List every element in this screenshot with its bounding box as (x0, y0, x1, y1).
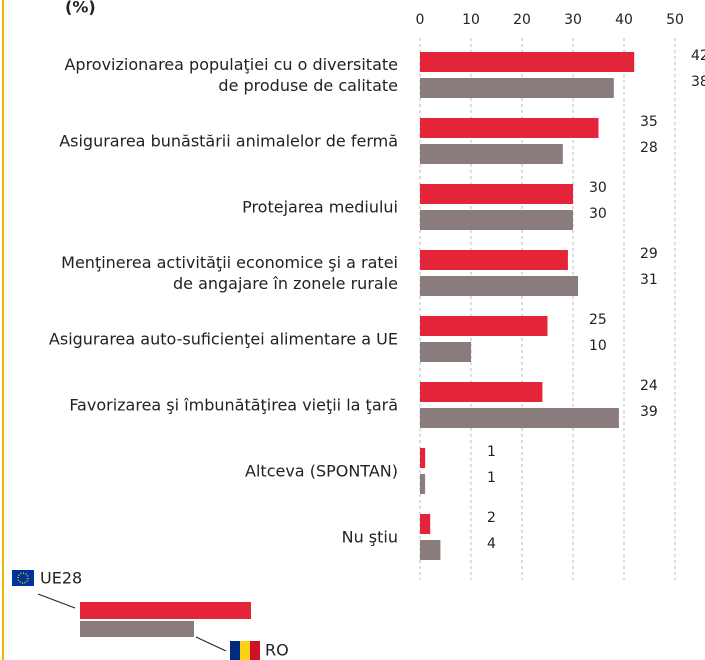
bar (420, 78, 614, 98)
value-label: 35 (640, 114, 658, 130)
bar (420, 408, 619, 428)
bar (420, 316, 548, 336)
bar (420, 474, 426, 494)
bar (420, 144, 563, 164)
bar (420, 52, 635, 72)
legend: UE28 RO (12, 569, 289, 660)
legend-swatch (80, 621, 194, 637)
bar (420, 184, 573, 204)
x-tick-label: 40 (615, 12, 633, 28)
legend-label: RO (265, 641, 289, 660)
category-label: Nu ştiu (341, 527, 398, 547)
ro-flag (250, 641, 260, 660)
x-tick-label: 20 (513, 12, 531, 28)
value-label: 24 (640, 378, 658, 394)
x-tick-label: 10 (462, 12, 480, 28)
eu-flag (12, 570, 34, 586)
ro-flag (230, 641, 240, 660)
value-label: 42 (691, 48, 705, 64)
legend-label: UE28 (40, 569, 82, 588)
category-label: Altceva (SPONTAN) (245, 461, 398, 481)
category-label: Asigurarea auto-suficienţei alimentare a… (48, 329, 398, 349)
bar (420, 250, 568, 270)
x-tick-label: 50 (666, 12, 684, 28)
value-label: 25 (589, 312, 607, 328)
bar (420, 448, 426, 468)
category-label: Aprovizionarea populaţiei cu o diversita… (64, 55, 398, 95)
category-label: Asigurarea bunăstării animalelor de ferm… (59, 131, 398, 151)
bar (420, 342, 471, 362)
value-label: 10 (589, 338, 607, 354)
legend-pointer (195, 636, 227, 652)
eu-stars (17, 572, 29, 584)
value-label: 30 (589, 206, 607, 222)
legend-swatch (80, 602, 251, 619)
value-label: 39 (640, 404, 658, 420)
category-label: Menţinerea activităţii economice şi a ra… (61, 253, 398, 293)
value-label: 29 (640, 246, 658, 262)
value-label: 2 (487, 510, 496, 526)
bar (420, 382, 543, 402)
x-tick-label: 30 (564, 12, 582, 28)
value-label: 4 (487, 536, 496, 552)
bar (420, 514, 431, 534)
chart-title: (%) (65, 0, 96, 17)
value-label: 1 (487, 470, 496, 486)
bar (420, 118, 599, 138)
legend-pointer (37, 593, 76, 609)
bar (420, 276, 579, 296)
category-label: Protejarea mediului (242, 197, 398, 217)
value-label: 31 (640, 272, 658, 288)
x-tick-label: 0 (416, 12, 425, 28)
bar (420, 540, 441, 560)
value-label: 38 (691, 74, 705, 90)
category-label: Favorizarea şi îmbunătăţirea vieţii la ţ… (69, 395, 398, 415)
value-label: 30 (589, 180, 607, 196)
ro-flag (240, 641, 250, 660)
value-label: 28 (640, 140, 658, 156)
value-label: 1 (487, 444, 496, 460)
bar (420, 210, 573, 230)
